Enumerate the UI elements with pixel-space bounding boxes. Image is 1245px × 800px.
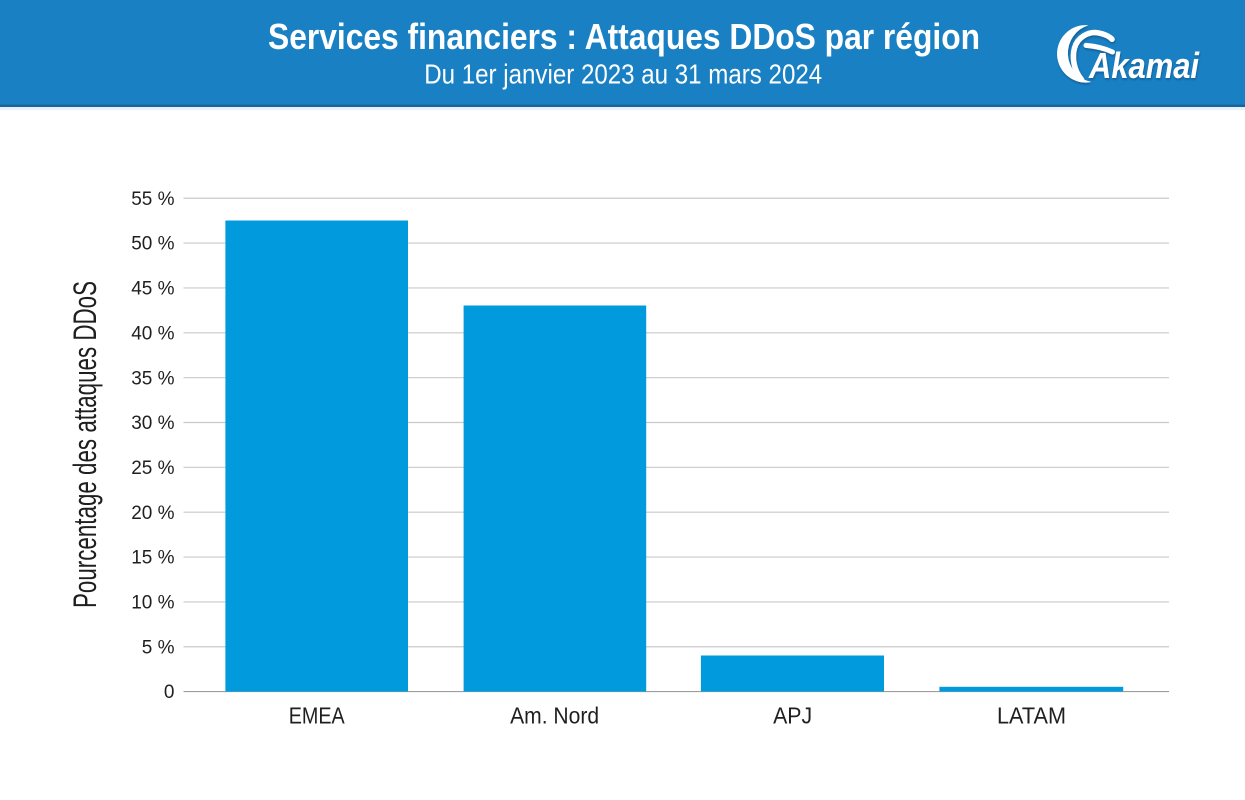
- svg-text:5 %: 5 %: [142, 637, 175, 658]
- svg-text:EMEA: EMEA: [289, 703, 346, 729]
- svg-text:0: 0: [164, 682, 175, 703]
- svg-text:35 %: 35 %: [131, 368, 174, 389]
- svg-text:20 %: 20 %: [131, 503, 174, 524]
- svg-text:Akamai: Akamai: [1088, 45, 1200, 86]
- svg-text:50 %: 50 %: [131, 234, 174, 255]
- svg-text:10 %: 10 %: [131, 593, 174, 614]
- svg-text:Du 1er janvier 2023 au 31 mars: Du 1er janvier 2023 au 31 mars 2024: [424, 59, 822, 90]
- svg-text:55 %: 55 %: [131, 189, 174, 210]
- svg-text:30 %: 30 %: [131, 413, 174, 434]
- svg-text:25 %: 25 %: [131, 458, 174, 479]
- svg-text:45 %: 45 %: [131, 279, 174, 300]
- svg-text:40 %: 40 %: [131, 323, 174, 344]
- svg-text:APJ: APJ: [773, 703, 812, 729]
- svg-text:Services financiers : Attaques: Services financiers : Attaques DDoS par …: [268, 16, 980, 57]
- svg-text:15 %: 15 %: [131, 548, 174, 569]
- svg-text:LATAM: LATAM: [997, 703, 1066, 729]
- svg-text:Pourcentage des attaques DDoS: Pourcentage des attaques DDoS: [67, 281, 103, 608]
- svg-text:Am. Nord: Am. Nord: [510, 703, 599, 729]
